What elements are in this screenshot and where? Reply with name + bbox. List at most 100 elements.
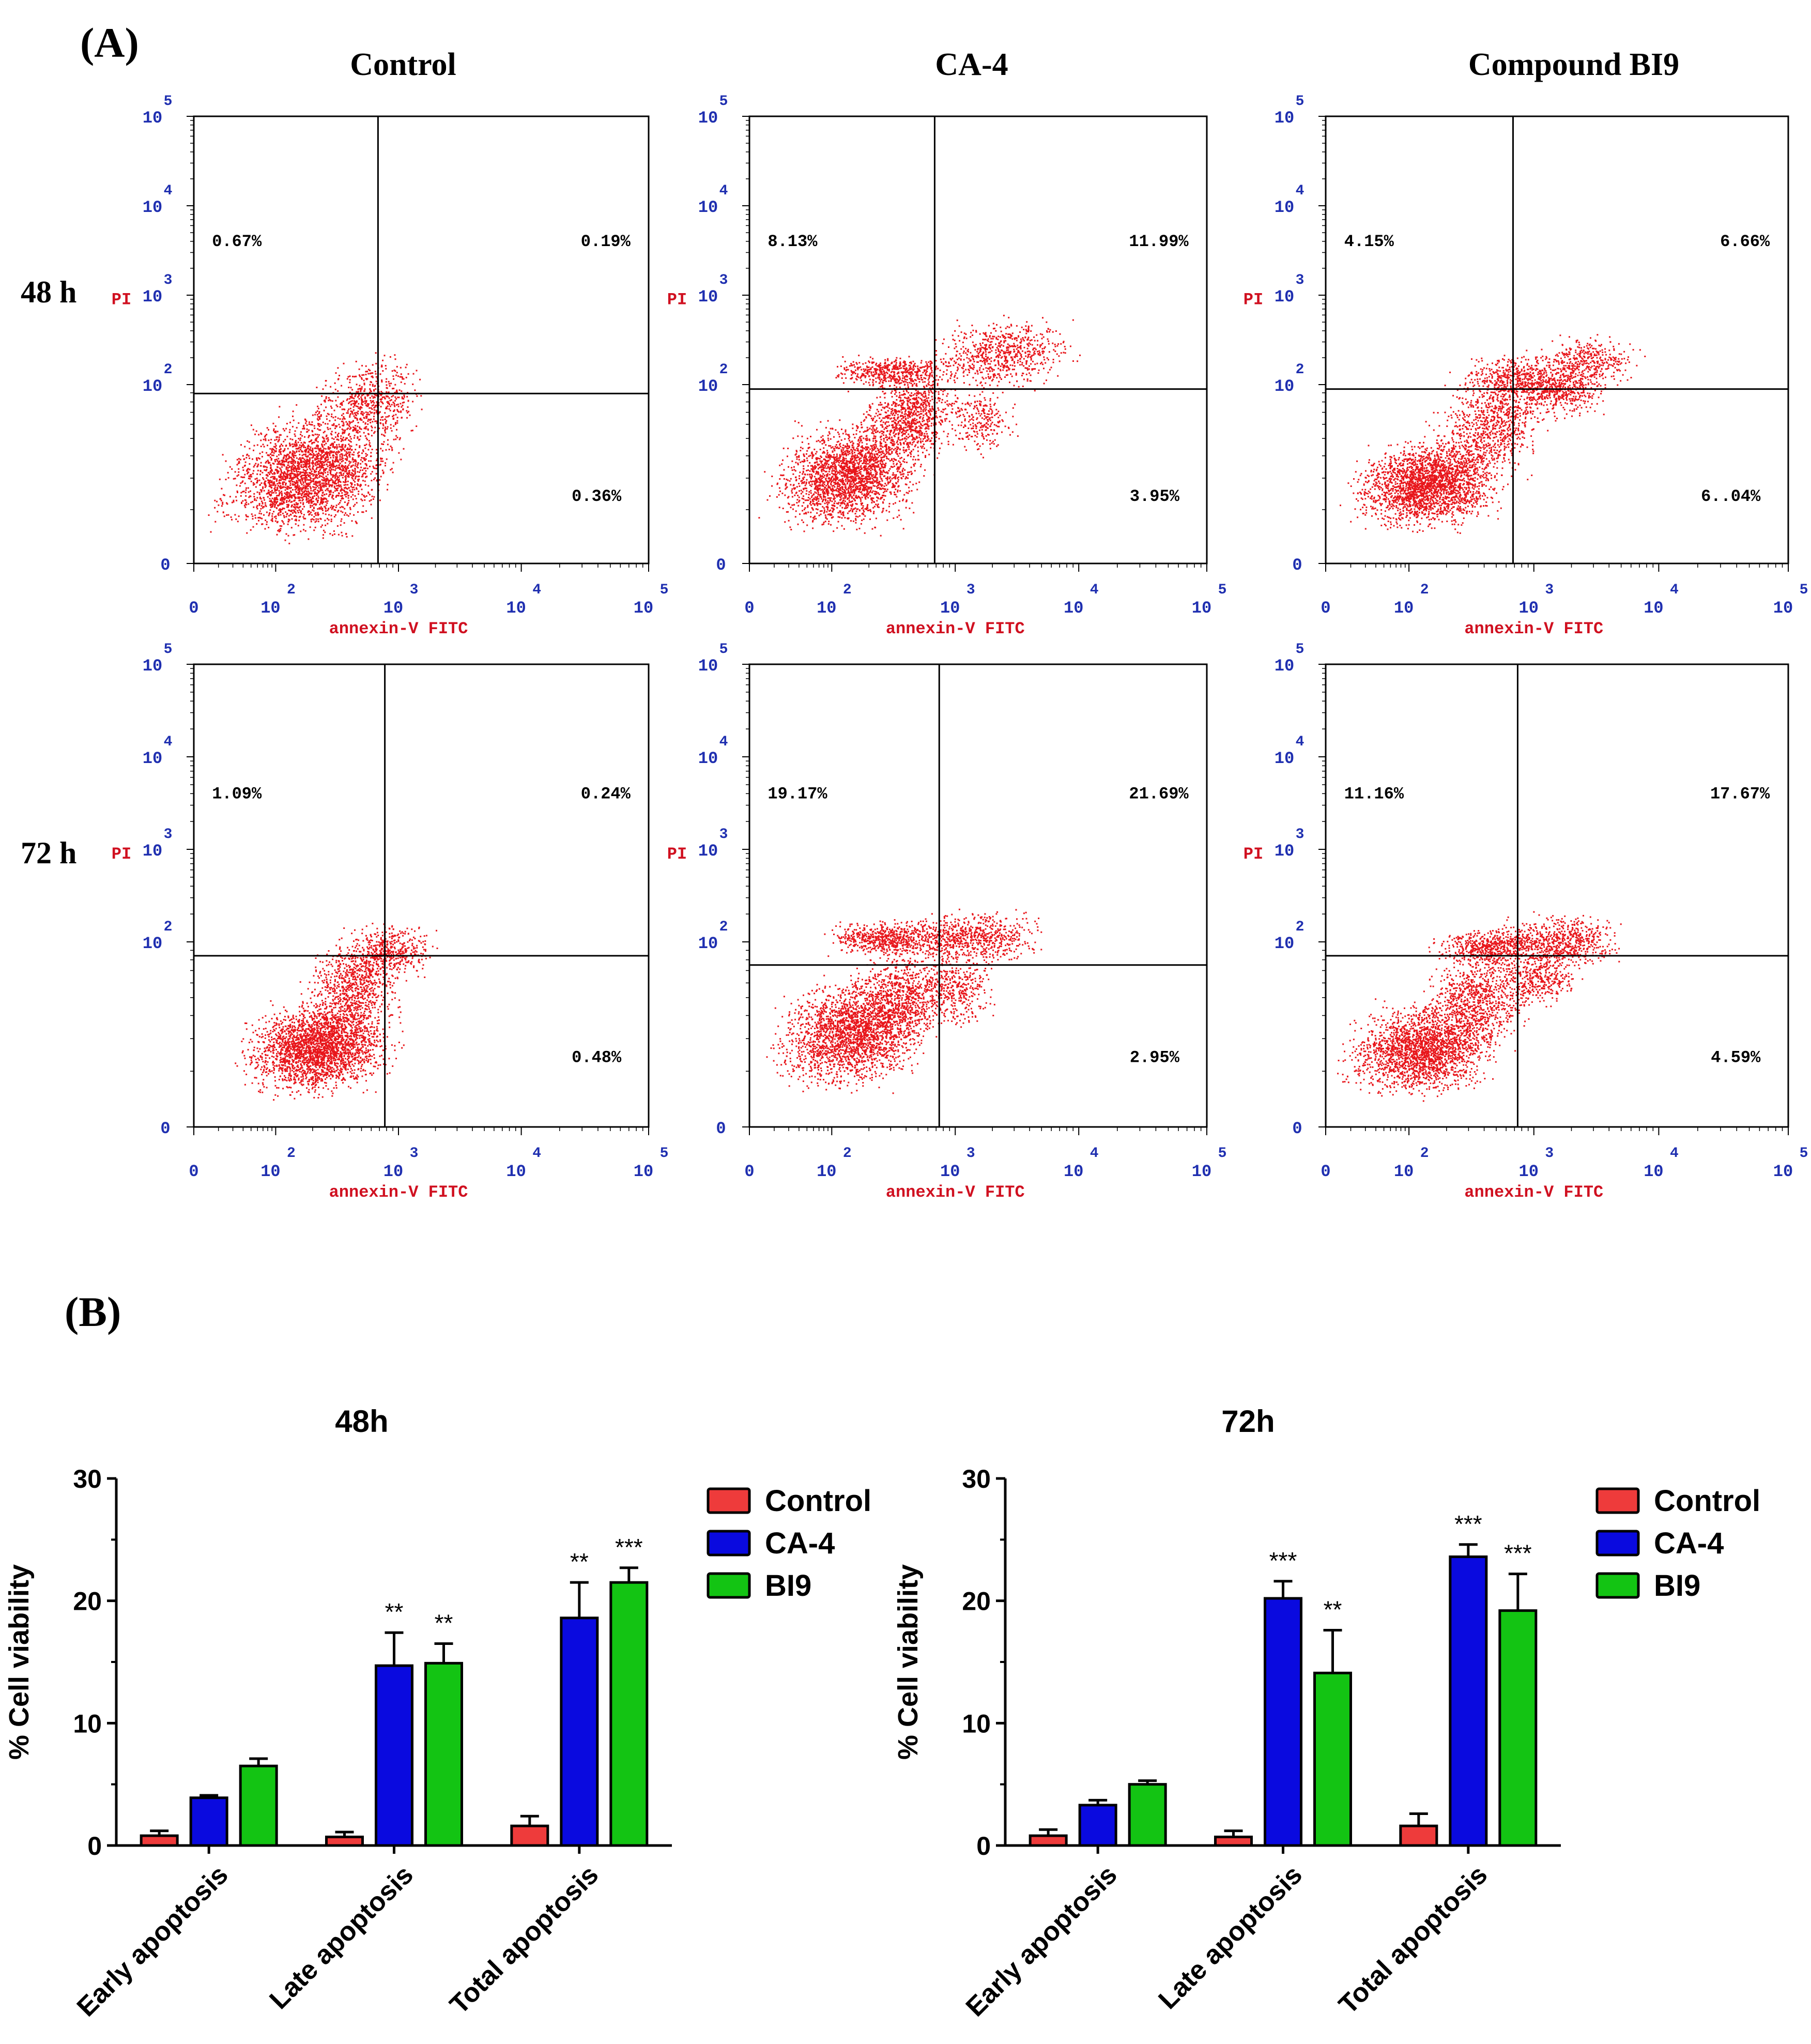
bar-ca-4 bbox=[375, 1664, 413, 1847]
quadrant-lr-label: 2.95% bbox=[1130, 1048, 1180, 1067]
y-tick-label-base: 10 bbox=[698, 287, 718, 307]
x-tick-label-exponent: 4 bbox=[1670, 582, 1679, 598]
y-tick-label-exponent: 4 bbox=[719, 734, 728, 750]
x-tick-label: 0 bbox=[744, 1162, 754, 1181]
x-tick-label-base: 10 bbox=[817, 599, 836, 618]
x-tick-label-exponent: 5 bbox=[1800, 1146, 1808, 1162]
quadrant-ul-label: 19.17% bbox=[768, 785, 827, 804]
y-tick-label: 30 bbox=[962, 1465, 991, 1493]
plot-frame bbox=[1325, 663, 1789, 1128]
x-tick-label-base: 10 bbox=[817, 1162, 836, 1181]
y-tick-label-exponent: 4 bbox=[164, 734, 173, 750]
y-tick-label-base: 10 bbox=[1275, 842, 1294, 861]
quadrant-lr-label: 4.59% bbox=[1711, 1048, 1761, 1067]
event-dots bbox=[208, 352, 423, 544]
x-tick-label-exponent: 3 bbox=[410, 582, 419, 598]
legend-swatch-ca-4 bbox=[707, 1530, 751, 1557]
legend-label: Control bbox=[1654, 1484, 1760, 1518]
y-tick-label-exponent: 4 bbox=[1296, 183, 1304, 199]
panel-label-b: (B) bbox=[65, 1288, 121, 1335]
y-tick-label-base: 10 bbox=[698, 657, 718, 676]
event-dots bbox=[758, 314, 1081, 537]
event-dots bbox=[1337, 911, 1622, 1102]
x-tick-label-exponent: 4 bbox=[532, 1146, 541, 1162]
y-tick-label-base: 10 bbox=[1275, 934, 1294, 953]
quadrant-ul-label: 0.67% bbox=[212, 232, 262, 251]
y-tick-label: 0 bbox=[976, 1832, 991, 1860]
significance-label: *** bbox=[615, 1534, 643, 1561]
chart-title: 72h bbox=[1221, 1404, 1275, 1439]
bar-ca-4 bbox=[189, 1796, 228, 1847]
bar-bi9 bbox=[424, 1661, 463, 1847]
x-tick-label-base: 10 bbox=[260, 599, 280, 618]
y-tick-label-base: 10 bbox=[143, 377, 162, 396]
x-tick-label-base: 10 bbox=[260, 1162, 280, 1181]
y-axis-title: PI bbox=[667, 845, 687, 864]
y-axis-title: PI bbox=[667, 290, 687, 309]
y-tick-label-base: 10 bbox=[1275, 749, 1294, 768]
x-tick-label-base: 10 bbox=[940, 599, 960, 618]
y-tick-label-base: 10 bbox=[143, 198, 162, 217]
y-tick-label-base: 10 bbox=[143, 109, 162, 128]
x-tick-label-exponent: 5 bbox=[660, 582, 669, 598]
quadrant-ul-label: 11.16% bbox=[1344, 785, 1404, 804]
quadrant-ul-label: 4.15% bbox=[1344, 232, 1394, 251]
y-tick-label-base: 10 bbox=[1275, 287, 1294, 307]
y-tick-label-exponent: 5 bbox=[719, 94, 728, 110]
quadrant-lr-label: 0.36% bbox=[572, 487, 622, 506]
x-tick-label: 0 bbox=[1321, 1162, 1330, 1181]
significance-label: *** bbox=[1269, 1547, 1297, 1574]
quadrant-lr-label: 3.95% bbox=[1130, 487, 1180, 506]
bar-control bbox=[510, 1824, 549, 1847]
legend-swatch-bi9 bbox=[1595, 1572, 1640, 1599]
y-tick-label: 0 bbox=[1292, 556, 1302, 575]
y-tick-label-exponent: 4 bbox=[1296, 734, 1304, 750]
x-tick-label-base: 10 bbox=[506, 1162, 526, 1181]
y-tick-label-exponent: 3 bbox=[164, 827, 173, 843]
x-tick-label-base: 10 bbox=[1773, 599, 1793, 618]
legend-label: CA-4 bbox=[1654, 1527, 1724, 1560]
x-tick-label-base: 10 bbox=[1192, 1162, 1211, 1181]
y-tick-label: 10 bbox=[73, 1709, 102, 1738]
bar-ca-4 bbox=[1449, 1555, 1488, 1847]
column-header: Compound BI9 bbox=[1468, 47, 1679, 82]
quadrant-ur-label: 0.24% bbox=[581, 785, 631, 804]
y-tick-label-exponent: 2 bbox=[719, 362, 728, 378]
x-tick-label-exponent: 5 bbox=[1218, 1146, 1227, 1162]
x-tick-label-exponent: 3 bbox=[966, 582, 975, 598]
y-axis-title: PI bbox=[1244, 290, 1263, 309]
legend-label: BI9 bbox=[765, 1569, 811, 1603]
plot-frame bbox=[1325, 115, 1789, 565]
x-tick-label-exponent: 2 bbox=[1420, 582, 1429, 598]
bar-bi9 bbox=[609, 1581, 649, 1847]
quadrant-ur-label: 21.69% bbox=[1129, 785, 1189, 804]
quadrant-ur-label: 11.99% bbox=[1129, 232, 1189, 251]
significance-label: ** bbox=[385, 1598, 404, 1625]
bar-control bbox=[1399, 1824, 1438, 1847]
y-tick-label-base: 10 bbox=[698, 934, 718, 953]
row-label: 72 h bbox=[21, 836, 76, 870]
legend-swatch-ca-4 bbox=[1595, 1530, 1640, 1557]
x-axis-title: annexin-V FITC bbox=[886, 619, 1025, 638]
x-tick-label-base: 10 bbox=[383, 1162, 403, 1181]
bar-bi9 bbox=[1128, 1783, 1167, 1847]
legend-label: BI9 bbox=[1654, 1569, 1700, 1603]
y-tick-label: 20 bbox=[962, 1587, 991, 1616]
x-tick-label-base: 10 bbox=[634, 599, 653, 618]
event-dots bbox=[1340, 334, 1646, 534]
column-header: Control bbox=[350, 47, 456, 82]
x-tick-label-exponent: 3 bbox=[1545, 582, 1554, 598]
y-tick-label-exponent: 5 bbox=[164, 94, 173, 110]
x-tick-label: 0 bbox=[744, 599, 754, 618]
x-tick-label-base: 10 bbox=[1064, 599, 1083, 618]
y-tick-label-exponent: 3 bbox=[1296, 272, 1304, 288]
y-tick-label-base: 10 bbox=[698, 377, 718, 396]
x-tick-label-exponent: 2 bbox=[843, 1146, 852, 1162]
y-tick-label-base: 10 bbox=[143, 934, 162, 953]
y-tick-label-exponent: 4 bbox=[719, 183, 728, 199]
bar-bi9 bbox=[1313, 1671, 1352, 1847]
y-tick-label-exponent: 4 bbox=[164, 183, 173, 199]
